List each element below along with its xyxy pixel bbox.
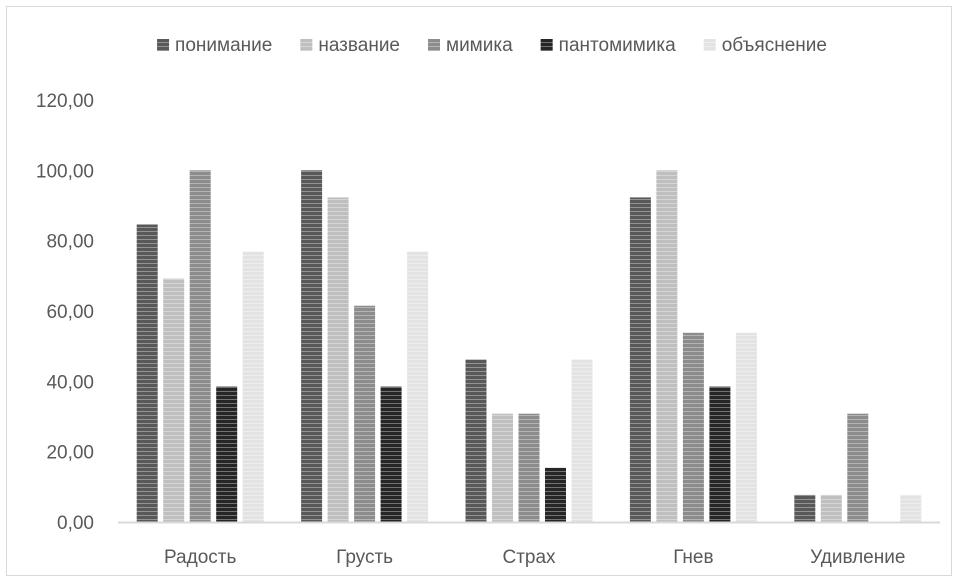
bar-название-Радость [163, 278, 185, 522]
legend-label: пантомимика [559, 35, 676, 56]
y-tick-label: 40,00 [46, 372, 94, 393]
bar-мимика-Радость [189, 170, 211, 523]
bar-пантомимика-Страх [545, 467, 566, 522]
bar-пантомимика-Гнев [709, 386, 731, 522]
y-tick-label: 0,00 [57, 513, 94, 534]
bar-объяснение-Грусть [407, 251, 429, 522]
bar-мимика-Страх [518, 413, 540, 522]
legend-item: пантомимика [540, 35, 676, 56]
legend-swatch [703, 39, 716, 51]
bar-пантомимика-Грусть [380, 386, 402, 522]
y-tick-label: 20,00 [46, 443, 94, 464]
x-tick-label: Удивление [810, 547, 905, 568]
legend: понимание название мимика пантомимика объясн… [157, 35, 827, 56]
legend-label: название [318, 35, 400, 56]
bar-понимание-Гнев [629, 197, 651, 522]
bar-понимание-Страх [465, 359, 487, 522]
bar-название-Удивление [820, 494, 842, 522]
bar-название-Грусть [327, 197, 349, 522]
x-tick-label: Гнев [673, 547, 713, 568]
y-tick-label: 80,00 [46, 232, 94, 253]
legend-item: название [300, 35, 400, 56]
y-tick-label: 120,00 [36, 91, 94, 112]
bar-мимика-Гнев [682, 332, 704, 522]
y-axis: 0,00 20,00 40,00 60,00 80,00 100,00 120,00 [36, 91, 94, 534]
x-tick-label: Грусть [336, 547, 393, 568]
bar-мимика-Грусть [354, 305, 376, 522]
y-tick-label: 60,00 [46, 302, 94, 323]
y-tick-label: 100,00 [36, 161, 94, 182]
x-tick-label: Радость [164, 547, 236, 568]
legend-swatch [428, 39, 441, 51]
legend-label: понимание [175, 35, 272, 56]
legend-swatch [157, 39, 170, 51]
bars [136, 170, 922, 523]
bar-понимание-Удивление [794, 494, 816, 522]
legend-label: мимика [446, 35, 513, 56]
bar-понимание-Радость [136, 224, 158, 523]
x-tick-label: Страх [502, 547, 556, 568]
legend-item: объяснение [703, 35, 827, 56]
bar-объяснение-Радость [242, 251, 264, 522]
bar-объяснение-Страх [571, 359, 593, 522]
legend-item: мимика [428, 35, 513, 56]
bar-объяснение-Удивление [900, 494, 922, 522]
bar-понимание-Грусть [301, 170, 323, 523]
bar-название-Страх [492, 413, 513, 522]
legend-label: объяснение [722, 35, 827, 56]
bar-пантомимика-Радость [216, 386, 238, 522]
bar-мимика-Удивление [847, 413, 869, 522]
legend-item: понимание [157, 35, 272, 56]
x-axis: Радость Грусть Страх Гнев Удивление [118, 521, 940, 568]
bar-название-Гнев [656, 170, 678, 523]
legend-swatch [300, 39, 313, 51]
legend-swatch [540, 39, 553, 51]
bar-объяснение-Гнев [735, 332, 757, 522]
